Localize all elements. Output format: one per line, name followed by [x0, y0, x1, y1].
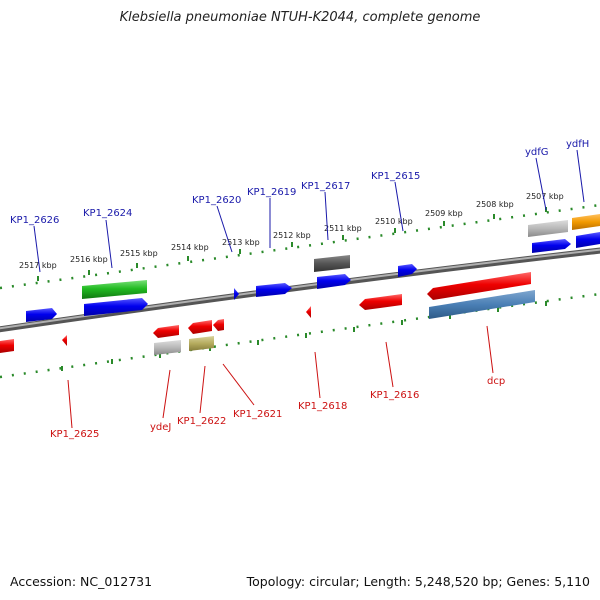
genome-summary: Topology: circular; Length: 5,248,520 bp…: [246, 574, 590, 589]
gene-label-kp1-2625[interactable]: KP1_2625: [50, 429, 99, 440]
tick-label-2508: 2508 kbp: [476, 200, 514, 209]
reverse-leaders: [67, 325, 494, 429]
gene-forward-kp1-2617[interactable]: [317, 274, 351, 289]
gene-label-kp1-2626[interactable]: KP1_2626: [10, 215, 59, 226]
gene-reverse-ydej-red[interactable]: [153, 325, 179, 338]
gene-forward-kp1-2619[interactable]: [256, 283, 292, 297]
gene-label-kp1-2621[interactable]: KP1_2621: [233, 409, 282, 420]
gene-reverse-dcp-steel[interactable]: [429, 290, 535, 319]
tick-label-2515: 2515 kbp: [120, 249, 158, 258]
gene-label-ydfg[interactable]: ydfG: [525, 147, 549, 158]
gene-label-kp1-2619[interactable]: KP1_2619: [247, 187, 296, 198]
gene-reverse-kp1-2622-olive[interactable]: [189, 336, 214, 351]
gene-forward-dark[interactable]: [314, 255, 350, 272]
tick-label-2510: 2510 kbp: [375, 217, 413, 226]
gene-label-ydej[interactable]: ydeJ: [150, 422, 171, 433]
gene-label-kp1-2616[interactable]: KP1_2616: [370, 390, 419, 401]
tick-label-2513: 2513 kbp: [222, 238, 260, 247]
gene-reverse-left-edge[interactable]: [0, 339, 14, 353]
forward-leaders: [33, 149, 585, 273]
tick-label-2514: 2514 kbp: [171, 243, 209, 252]
gene-label-ydfh[interactable]: ydfH: [566, 139, 589, 150]
gene-label-kp1-2624[interactable]: KP1_2624: [83, 208, 132, 219]
gene-reverse-kp1-2616[interactable]: [359, 294, 402, 310]
tick-label-2507: 2507 kbp: [526, 192, 564, 201]
gene-label-kp1-2615[interactable]: KP1_2615: [371, 171, 420, 182]
forward-genes: [26, 214, 600, 322]
gene-label-kp1-2620[interactable]: KP1_2620: [192, 195, 241, 206]
gene-label-dcp[interactable]: dcp: [487, 376, 505, 387]
reverse-genes: [0, 272, 535, 355]
gene-forward-ydfh[interactable]: [576, 232, 600, 248]
gene-label-kp1-2617[interactable]: KP1_2617: [301, 181, 350, 192]
gene-forward-green[interactable]: [82, 280, 147, 299]
tick-label-2511: 2511 kbp: [324, 224, 362, 233]
backbone-highlight: [0, 248, 600, 330]
gene-forward-kp1-2626[interactable]: [26, 308, 57, 322]
gene-forward-ydfg-gray[interactable]: [528, 220, 568, 237]
tick-label-2517: 2517 kbp: [19, 261, 57, 270]
gene-forward-ydfg[interactable]: [532, 239, 571, 253]
gene-reverse-kp1-2622-red[interactable]: [188, 320, 212, 334]
upper-major-ticks: [37, 207, 547, 281]
accession-text: Accession: NC_012731: [10, 574, 153, 589]
gene-label-kp1-2622[interactable]: KP1_2622: [177, 416, 226, 427]
gene-reverse-dcp[interactable]: [427, 272, 531, 300]
gene-reverse-ydej-gray[interactable]: [154, 340, 181, 355]
upper-ruler: [0, 203, 600, 290]
gene-forward-ydfh-orange[interactable]: [572, 214, 600, 230]
tick-label-2516: 2516 kbp: [70, 255, 108, 264]
gene-reverse-kp1-2618[interactable]: [306, 306, 311, 318]
gene-reverse-kp1-2621[interactable]: [213, 319, 224, 331]
gene-label-kp1-2618[interactable]: KP1_2618: [298, 401, 347, 412]
gene-forward-kp1-2615[interactable]: [398, 264, 417, 277]
gene-forward-kp1-2624[interactable]: [84, 298, 148, 316]
map-title: Klebsiella pneumoniae NTUH-K2044, comple…: [119, 10, 481, 25]
gene-forward-kp1-2620[interactable]: [234, 288, 239, 300]
tick-label-2512: 2512 kbp: [273, 231, 311, 240]
gene-reverse-kp1-2625[interactable]: [62, 335, 67, 346]
lower-ruler: [0, 292, 600, 379]
tick-label-2509: 2509 kbp: [425, 209, 463, 218]
